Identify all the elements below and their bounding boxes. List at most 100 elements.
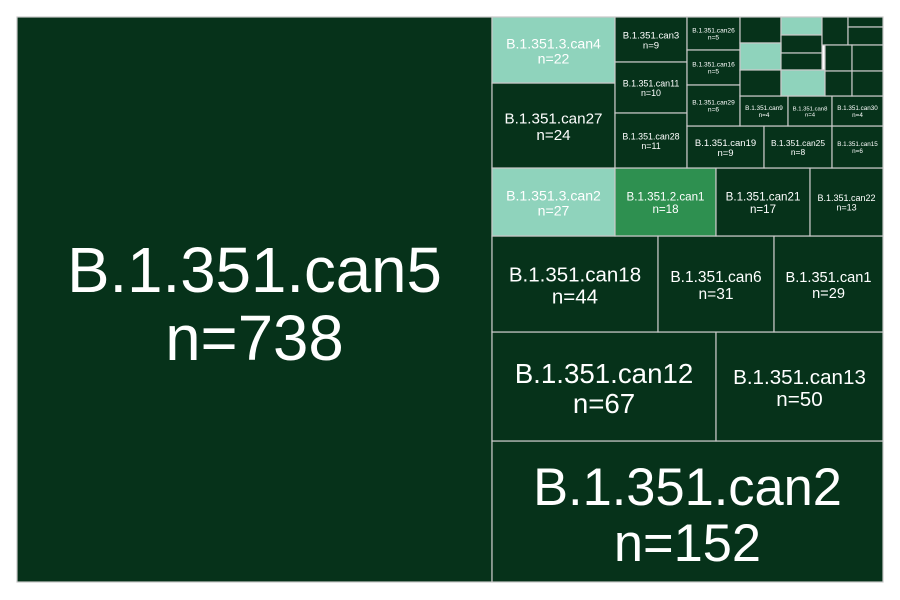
tile-label: B.1.351.can30 [837,105,878,112]
tile-small-8 [780,52,823,71]
tile-count-label: n=11 [641,141,660,151]
tile-rect [715,331,884,442]
tile-rect [686,125,765,169]
tile-label: B.1.351.can13 [733,366,866,389]
tile-rect [491,16,616,84]
tile-count-label: n=44 [552,285,598,308]
tile-rect [824,70,853,97]
tile-count-label: n=31 [699,286,734,303]
tile-small-3 [780,34,823,54]
tile-small-6 [847,26,884,46]
tile-label: B.1.351.2.can1 [627,191,705,204]
tile-label: B.1.351.can28 [622,131,679,141]
tile-label: B.1.351.can16 [692,62,735,69]
tile-rect [847,16,884,28]
tile-rect [763,125,833,169]
tile-rect [809,167,884,237]
tile-rect [491,235,659,333]
tile-rect [491,440,884,583]
tile-count-label: n=5 [708,69,720,76]
tile-count-label: n=9 [717,148,733,159]
tile-label: B.1.351.3.can4 [506,35,601,51]
tile-label: B.1.351.can18 [509,264,641,287]
tile-count-label: n=27 [538,202,570,218]
tile-label: B.1.351.can15 [837,141,878,148]
tile-small-5 [847,16,884,28]
tile-label: B.1.351.can22 [817,193,875,203]
tile-label: B.1.351.can3 [623,30,680,41]
tile-rect [780,34,823,54]
tile-count-label: n=24 [536,127,570,144]
tile-rect [16,16,493,583]
tile-count-label: n=10 [641,88,661,98]
tile-rect [851,44,884,72]
tile-count-label: n=152 [614,515,761,573]
tile-label: B.1.351.can21 [726,191,801,204]
tile-label: B.1.351.can12 [515,358,694,389]
tile-rect [821,16,849,46]
tile-small-12 [851,44,884,72]
tile-count-label: n=29 [812,286,845,302]
tile-count-label: n=67 [573,388,635,419]
tile-small-13 [824,70,853,97]
tile-rect [851,70,884,97]
tile-small-4 [821,16,849,46]
tile-small-10 [780,69,826,97]
tile-label: B.1.351.can6 [670,269,761,286]
tile-label: B.1.351.can1 [785,270,871,286]
tile-count-label: n=738 [165,303,344,374]
tile-rect [614,16,688,63]
tile-small-2 [780,16,823,36]
tile-rect [715,167,811,237]
tile-count-label: n=4 [759,112,770,119]
tile-label: B.1.351.can11 [623,78,680,88]
tile-label: B.1.351.can26 [692,28,735,35]
tile-label: B.1.351.can29 [692,100,735,107]
tile-rect [847,26,884,46]
tile-rect [739,16,782,44]
tile-label: B.1.351.can19 [695,138,756,149]
tile-label: B.1.351.can8 [793,106,828,112]
tile-rect [780,69,826,97]
tile-count-label: n=9 [643,41,659,52]
tile-count-label: n=17 [750,203,776,216]
tile-rect [614,167,717,237]
tile-rect [773,235,884,333]
tile-rect [491,82,616,169]
tile-count-label: n=22 [538,50,570,66]
tile-rect [824,44,853,72]
tile-label: B.1.351.3.can2 [506,187,601,203]
tile-small-9 [739,69,782,97]
tile-rect [780,52,823,71]
tile-small-1 [739,16,782,44]
tile-small-11 [824,44,853,72]
tile-count-label: n=50 [776,388,822,411]
tile-rect [686,84,741,127]
tile-rect [686,16,741,51]
tile-rect [739,69,782,97]
tile-rect [831,125,884,169]
tile-rect [614,61,688,114]
tile-rect [780,16,823,36]
